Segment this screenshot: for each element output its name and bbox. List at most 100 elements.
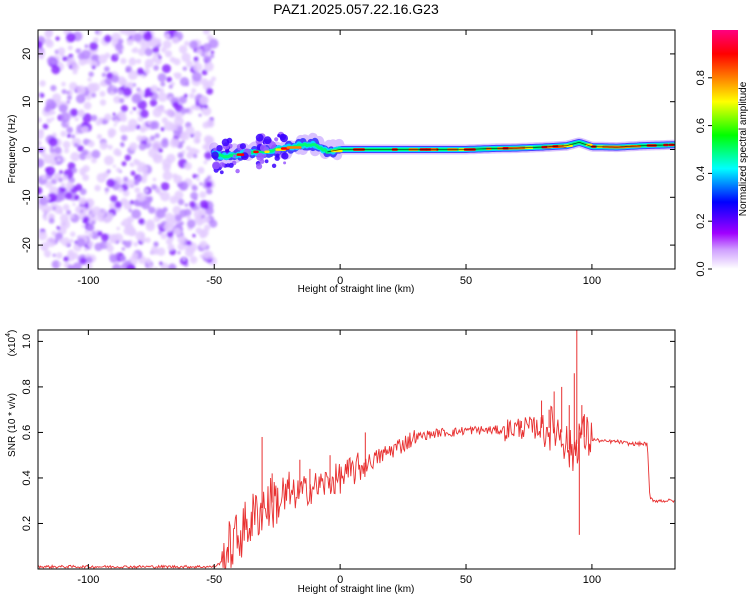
colorbar-ticks: 0.0 0.2 0.4 0.6 0.8	[695, 70, 712, 277]
noise-blob	[126, 263, 136, 269]
noise-blob	[97, 230, 103, 237]
y-tick-label: 20	[21, 48, 33, 60]
spectrogram-x-axis-label: Height of straight line (km)	[298, 284, 415, 295]
snr-x-ticks: -100 -50 0 50 100	[77, 330, 601, 586]
noise-blob	[150, 120, 160, 130]
noise-blob	[151, 56, 157, 62]
noise-blob	[194, 216, 201, 223]
noise-blob	[136, 87, 141, 92]
noise-blob	[177, 251, 181, 255]
y-tick-label: 10	[21, 96, 33, 108]
noise-blob	[131, 93, 142, 104]
noise-blob	[110, 195, 118, 203]
noise-blob	[160, 232, 168, 240]
noise-blob	[91, 149, 101, 159]
noise-blob	[91, 206, 102, 216]
noise-blob	[162, 163, 171, 172]
noise-blob	[38, 158, 45, 168]
noise-blob	[95, 30, 99, 35]
y-tick-label: 0.4	[21, 470, 33, 485]
noise-blob	[72, 202, 76, 206]
noise-blob	[173, 174, 183, 184]
noise-blob	[74, 117, 79, 122]
noise-blob	[50, 85, 57, 92]
noise-blob	[146, 120, 152, 126]
noise-blob	[70, 231, 76, 237]
noise-blob	[129, 110, 134, 115]
noise-blob	[120, 104, 128, 113]
noise-blob	[139, 128, 144, 132]
y-tick-label: 0.8	[21, 379, 33, 394]
noise-blob	[84, 44, 89, 49]
noise-blob	[193, 209, 203, 219]
noise-blob	[82, 216, 90, 223]
noise-blob	[116, 167, 121, 173]
noise-blob	[87, 232, 94, 238]
noise-blob	[133, 241, 139, 247]
noise-blob	[43, 250, 52, 258]
noise-blob	[159, 261, 163, 266]
noise-blob	[121, 161, 127, 167]
noise-blob	[61, 237, 71, 247]
noise-blob	[139, 109, 149, 119]
noise-blob	[150, 250, 156, 255]
noise-blob	[82, 174, 90, 182]
noise-blob	[154, 133, 160, 139]
snr-plot-area	[38, 330, 675, 569]
signal-blob	[239, 143, 246, 150]
noise-blob	[149, 99, 158, 107]
noise-blob	[122, 189, 130, 197]
noise-blob	[156, 247, 166, 256]
noise-blob	[104, 113, 112, 121]
noise-blob	[205, 178, 209, 182]
noise-blob	[172, 205, 182, 215]
noise-blob	[152, 107, 163, 118]
spectrogram-y-axis-label: Frequency (Hz)	[7, 115, 18, 184]
noise-blob	[143, 93, 148, 98]
noise-blob	[38, 117, 42, 123]
noise-blob	[57, 47, 66, 55]
noise-blob	[46, 196, 51, 201]
noise-blob	[66, 100, 71, 104]
noise-blob	[91, 157, 97, 164]
noise-blob	[70, 108, 78, 117]
noise-blob	[205, 51, 210, 57]
noise-blob	[129, 200, 135, 205]
signal-track	[209, 131, 675, 175]
noise-blob	[110, 91, 115, 96]
noise-blob	[144, 48, 153, 57]
noise-blob	[186, 240, 192, 246]
noise-blob	[210, 50, 215, 55]
noise-blob	[104, 66, 110, 72]
noise-blob	[152, 177, 157, 182]
noise-blob	[200, 233, 205, 239]
noise-blob	[190, 191, 199, 200]
noise-blob	[69, 82, 78, 91]
signal-blob	[283, 161, 287, 165]
noise-blob	[96, 134, 102, 140]
noise-blob	[113, 123, 117, 127]
noise-blob	[59, 170, 63, 174]
noise-blob	[177, 243, 185, 251]
noise-blob	[58, 177, 63, 183]
signal-track-centerline	[327, 141, 675, 153]
noise-blob	[104, 187, 110, 192]
noise-blob	[179, 256, 189, 266]
figure-title: PAZ1.2025.057.22.16.G23	[273, 1, 439, 17]
noise-blob	[112, 164, 116, 168]
noise-blob	[114, 201, 122, 209]
noise-blob	[199, 191, 207, 199]
signal-blob	[275, 153, 280, 158]
noise-blob	[66, 121, 70, 125]
noise-blob	[41, 231, 45, 236]
noise-blob	[126, 226, 137, 237]
noise-blob	[114, 53, 119, 58]
noise-blob	[148, 264, 154, 269]
noise-blob	[127, 70, 138, 80]
noise-blob	[191, 71, 202, 82]
noise-blob	[165, 238, 173, 245]
noise-blob	[153, 242, 159, 248]
noise-blob	[91, 92, 97, 98]
noise-blob	[166, 230, 174, 238]
noise-blob	[192, 233, 196, 238]
